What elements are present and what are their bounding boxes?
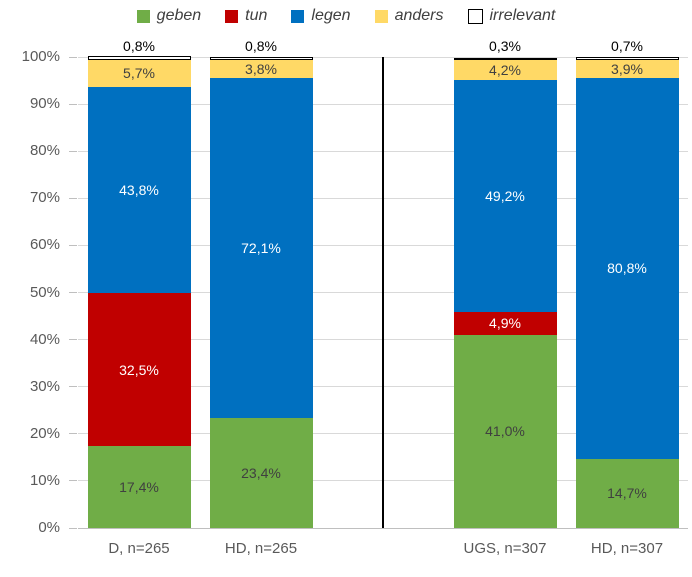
axis-tick xyxy=(69,433,77,435)
x-axis-label: HD, n=307 xyxy=(590,540,664,557)
legend-item-geben: geben xyxy=(136,7,202,25)
segment-geben: 41,0% xyxy=(453,334,557,528)
legend-item-legen: legen xyxy=(291,7,351,25)
y-axis-label: 40% xyxy=(29,330,60,348)
segment-anders: 3,8% xyxy=(209,60,313,79)
segment-irrelevant xyxy=(453,58,557,61)
gridline xyxy=(78,527,688,529)
axis-tick xyxy=(69,56,77,58)
legend-swatch-icon xyxy=(374,9,388,23)
legend-swatch-icon xyxy=(291,9,305,23)
data-label: 17,4% xyxy=(119,479,159,496)
segment-tun: 4,9% xyxy=(453,311,557,335)
data-label: 23,4% xyxy=(241,464,281,481)
x-axis-label: UGS, n=307 xyxy=(463,540,547,557)
y-axis-label: 30% xyxy=(29,377,60,395)
legend-label: tun xyxy=(245,7,268,24)
data-label: 4,9% xyxy=(489,315,521,332)
segment-anders: 3,9% xyxy=(575,59,679,79)
segment-geben: 14,7% xyxy=(575,458,679,528)
axis-tick xyxy=(69,244,77,246)
bar-d-n-265: 17,4% 32,5% 43,8% 5,7% 0,8% xyxy=(87,38,191,528)
y-axis-label: 100% xyxy=(21,48,60,65)
legend-label: geben xyxy=(156,7,202,24)
legend-swatch-icon xyxy=(136,9,150,23)
data-label: 80,8% xyxy=(607,260,647,277)
data-label: 4,2% xyxy=(489,62,521,79)
legend-item-anders: anders xyxy=(374,7,444,25)
axis-tick xyxy=(69,103,77,105)
axis-tick xyxy=(69,386,77,388)
x-axis-label: HD, n=265 xyxy=(224,540,298,557)
legend-item-irrelevant: irrelevant xyxy=(467,7,556,25)
data-label: 0,8% xyxy=(245,38,277,54)
legend-swatch-icon xyxy=(467,8,483,24)
data-label: 0,3% xyxy=(489,38,521,54)
bar-hd-n-307: 14,7% 80,8% 3,9% 0,7% xyxy=(575,38,679,528)
legend: geben tun legen anders irrelevant xyxy=(0,7,692,25)
data-label: 41,0% xyxy=(485,423,525,440)
data-label: 32,5% xyxy=(119,361,159,378)
y-axis-label: 10% xyxy=(29,471,60,489)
y-axis-label: 50% xyxy=(29,283,60,301)
axis-tick xyxy=(69,197,77,199)
data-label: 43,8% xyxy=(119,181,159,198)
data-label: 5,7% xyxy=(123,65,155,82)
segment-irrelevant xyxy=(575,56,679,60)
segment-tun: 32,5% xyxy=(87,292,191,447)
legend-item-tun: tun xyxy=(225,7,267,25)
legend-label: irrelevant xyxy=(489,7,556,24)
segment-legen: 43,8% xyxy=(87,86,191,293)
data-label: 49,2% xyxy=(485,187,525,204)
segment-legen: 80,8% xyxy=(575,78,679,459)
data-label: 14,7% xyxy=(607,485,647,502)
bar-ugs-n-307: 41,0% 4,9% 49,2% 4,2% 0,3% xyxy=(453,38,557,528)
y-axis-label: 70% xyxy=(29,189,60,207)
group-divider xyxy=(382,57,384,528)
segment-anders: 4,2% xyxy=(453,60,557,81)
axis-tick xyxy=(69,339,77,341)
data-label: 0,7% xyxy=(611,38,643,54)
legend-label: legen xyxy=(311,7,351,24)
y-axis-label: 20% xyxy=(29,424,60,442)
segment-legen: 49,2% xyxy=(453,80,557,312)
y-axis-label: 0% xyxy=(38,519,60,536)
segment-anders: 5,7% xyxy=(87,59,191,87)
segment-irrelevant xyxy=(209,56,313,61)
data-label: 3,8% xyxy=(245,61,277,78)
legend-swatch-icon xyxy=(225,9,239,23)
y-axis-label: 80% xyxy=(29,142,60,160)
segment-geben: 17,4% xyxy=(87,446,191,528)
segment-irrelevant xyxy=(87,56,191,60)
legend-label: anders xyxy=(394,7,444,24)
axis-tick xyxy=(69,480,77,482)
segment-legen: 72,1% xyxy=(209,78,313,418)
bar-hd-n-265: 23,4% 72,1% 3,8% 0,8% xyxy=(209,38,313,528)
y-axis-label: 90% xyxy=(29,95,60,113)
data-label: 3,9% xyxy=(611,61,643,78)
segment-geben: 23,4% xyxy=(209,417,313,528)
y-axis-label: 60% xyxy=(29,236,60,254)
x-axis-label: D, n=265 xyxy=(108,540,170,557)
axis-tick xyxy=(69,292,77,293)
data-label: 72,1% xyxy=(241,240,281,256)
axis-tick xyxy=(69,527,77,529)
axis-tick xyxy=(69,150,77,152)
data-label: 0,8% xyxy=(123,38,155,54)
